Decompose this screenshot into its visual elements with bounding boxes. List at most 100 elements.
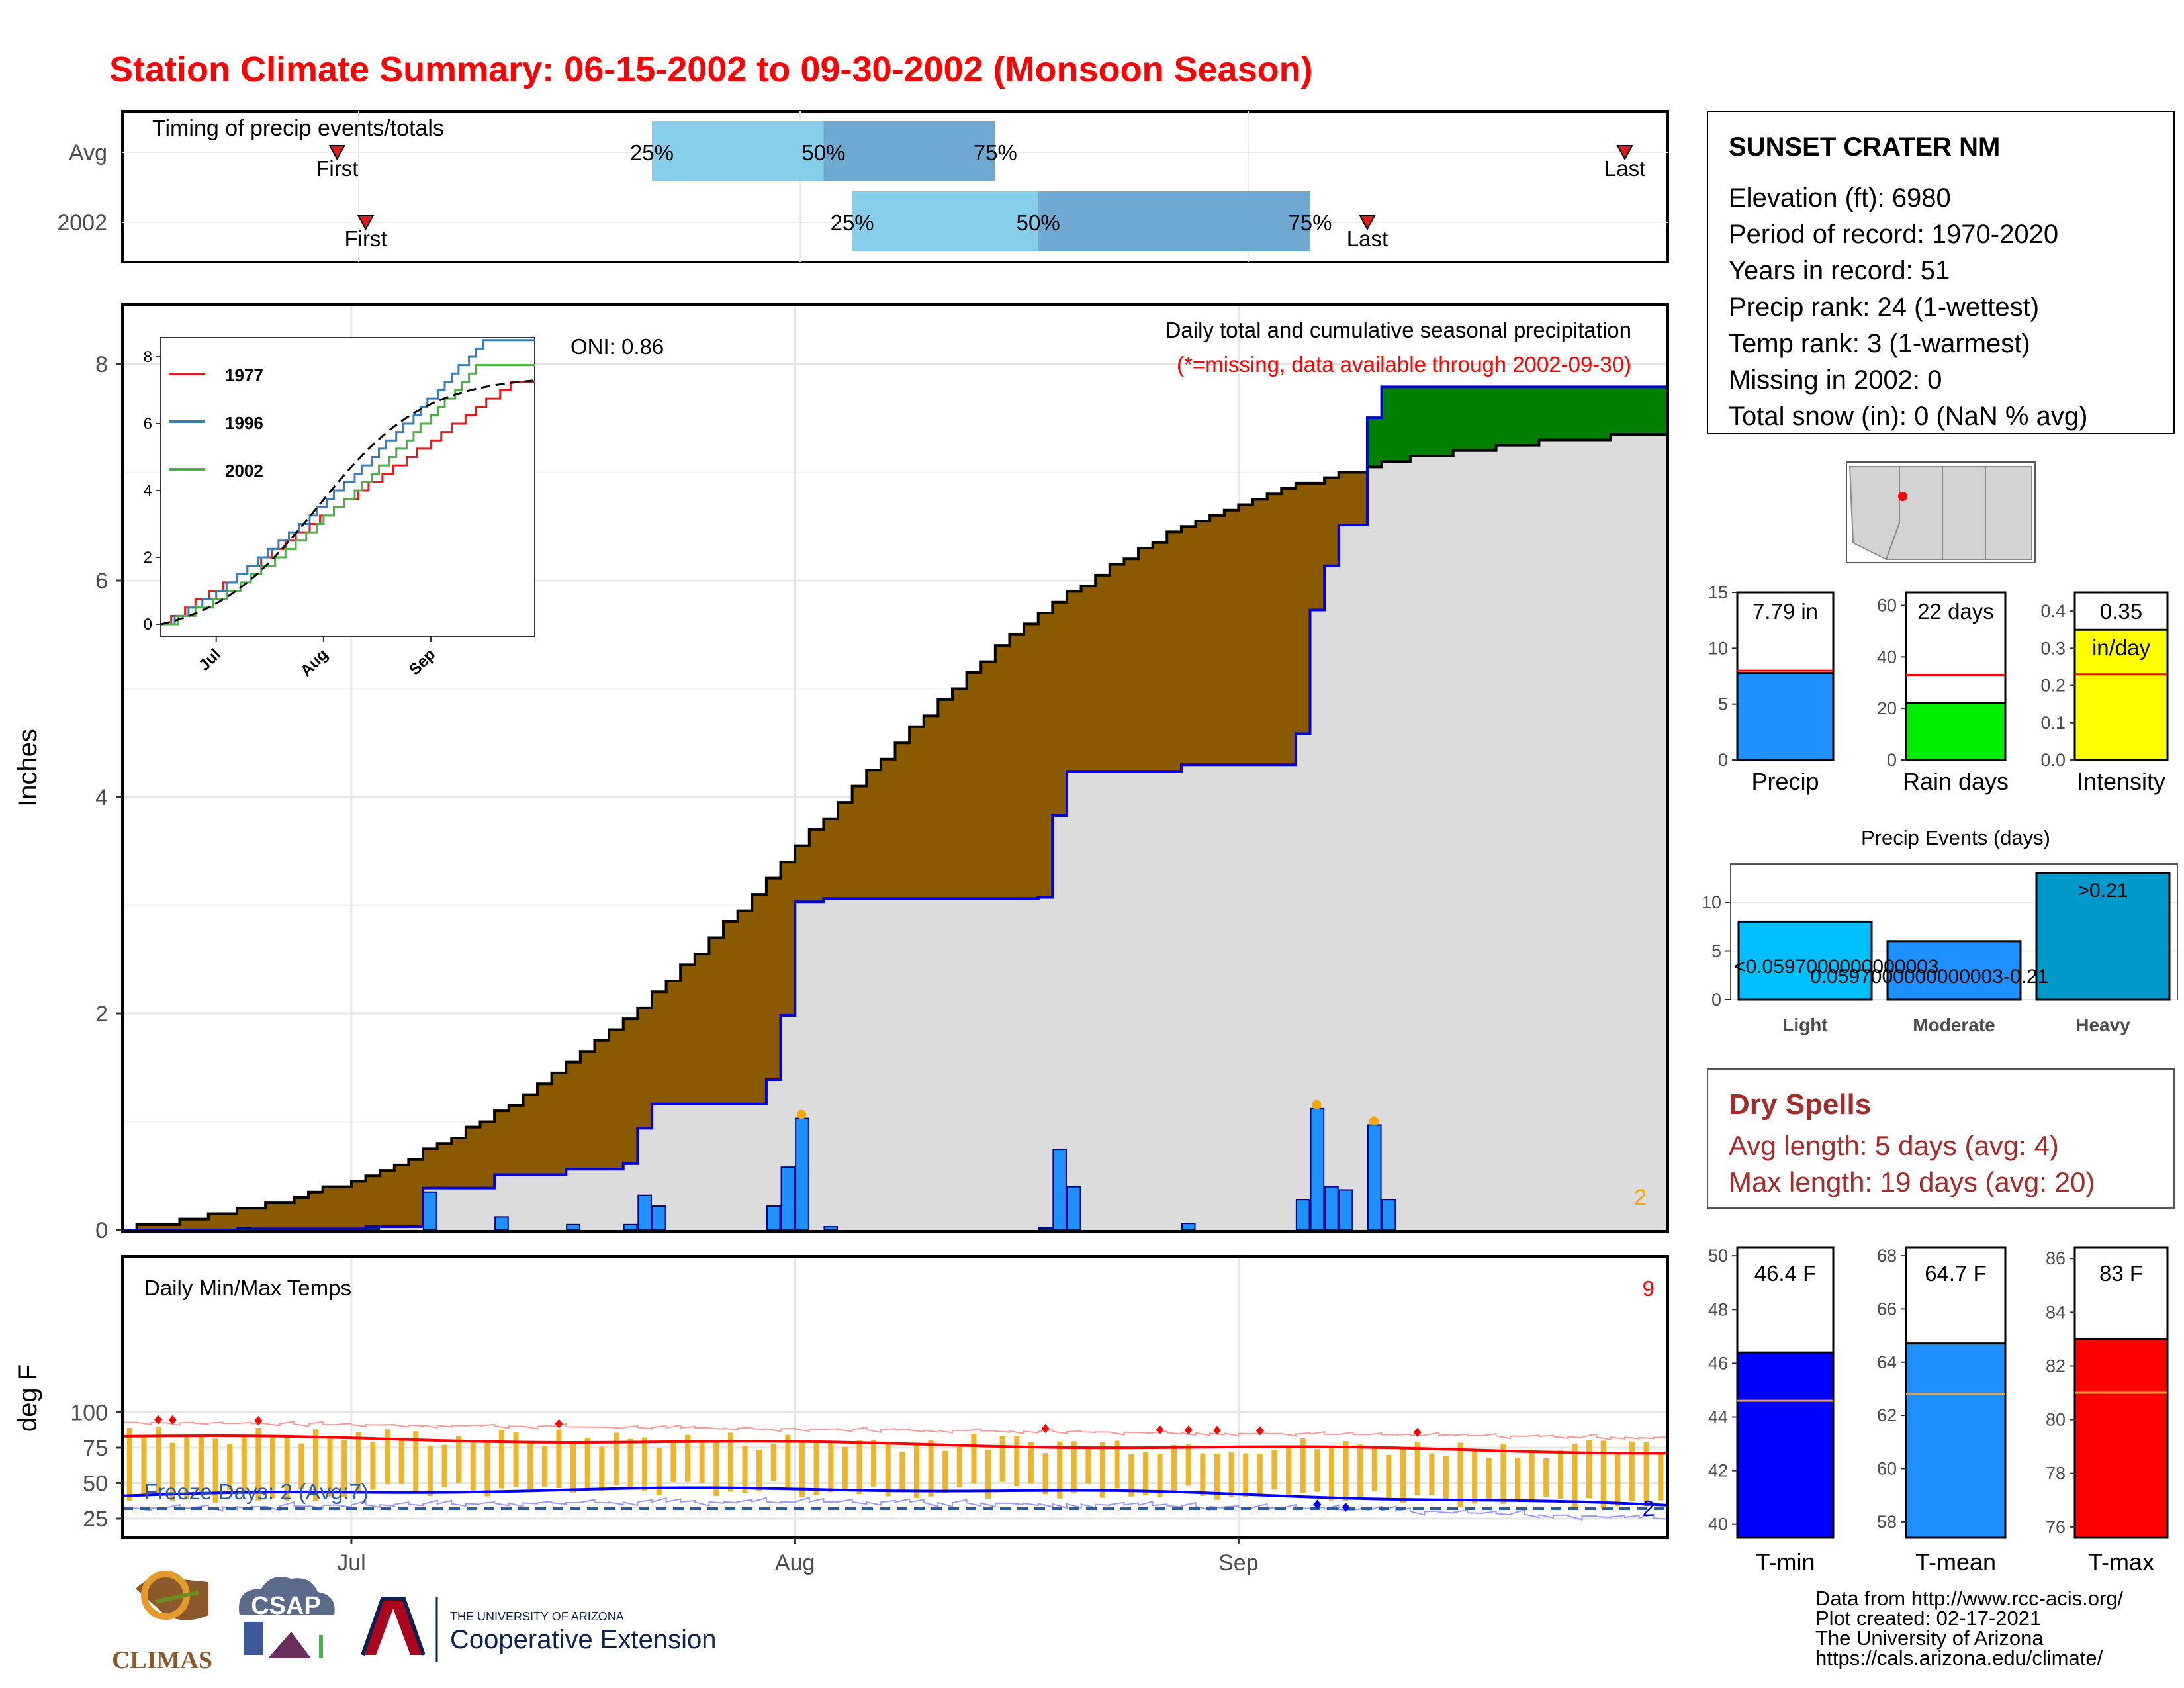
last-event-marker-label: Last xyxy=(1604,156,1645,181)
station-location-marker xyxy=(1898,492,1907,501)
inset-ytick-label: 8 xyxy=(144,348,152,366)
summary-bar-name: Intensity xyxy=(2077,768,2165,795)
departure-fill xyxy=(737,910,752,1104)
departure-fill xyxy=(1610,387,1625,435)
summary-ytick-label: 0 xyxy=(1887,750,1897,770)
temp-bar-ytick-label: 82 xyxy=(2046,1356,2066,1376)
events-bar-light xyxy=(1737,920,1873,1001)
departure-fill xyxy=(179,1219,195,1230)
daily-temp-bar xyxy=(141,1437,147,1497)
precip-corner-count: 2 xyxy=(1634,1185,1647,1210)
daily-temp-bar xyxy=(1085,1448,1091,1484)
daily-temp-bar xyxy=(1357,1444,1363,1499)
hot-day-marker xyxy=(168,1415,177,1425)
departure-fill xyxy=(1009,634,1024,899)
events-ytick-label: 5 xyxy=(1711,941,1721,961)
departure-fill xyxy=(895,743,910,899)
departure-fill xyxy=(1238,504,1253,765)
daily-temp-bar xyxy=(327,1435,333,1497)
departure-fill xyxy=(795,845,810,902)
departure-fill xyxy=(394,1164,410,1227)
quartile-label: 50% xyxy=(801,140,845,165)
timing-box-lower xyxy=(852,191,1038,251)
temp-bar-ytick-label: 66 xyxy=(1877,1299,1897,1319)
departure-fill xyxy=(880,759,896,899)
precip-ytick-label: 8 xyxy=(95,352,108,377)
events-heavy-label: >0.21 xyxy=(2078,880,2128,902)
temp-bar-value-label: 46.4 F xyxy=(1754,1261,1817,1286)
ua-big-text: Cooperative Extension xyxy=(450,1625,716,1654)
departure-fill xyxy=(852,786,867,899)
daily-temp-bar xyxy=(498,1429,504,1489)
heavy-day-marker xyxy=(797,1109,807,1119)
departure-fill xyxy=(1338,472,1353,525)
daily-temp-bar xyxy=(770,1444,776,1481)
departure-fill xyxy=(1195,521,1210,765)
daily-temp-bar xyxy=(1243,1453,1249,1497)
departure-fill xyxy=(1224,510,1239,765)
daily-temp-bar xyxy=(198,1436,204,1495)
temp-bar-ytick-label: 50 xyxy=(1708,1246,1728,1266)
summary-ytick-label: 40 xyxy=(1877,647,1897,667)
daily-temp-bar xyxy=(885,1442,891,1497)
summary-unit-label: in/day xyxy=(2092,635,2151,660)
daily-precip-bar xyxy=(651,1205,666,1231)
summary-ytick-label: 0.0 xyxy=(2040,750,2066,770)
daily-temp-bar xyxy=(1042,1453,1048,1495)
daily-precip-bar xyxy=(566,1223,580,1231)
daily-temp-bar xyxy=(871,1440,877,1487)
daily-temp-bar xyxy=(1500,1444,1506,1504)
date-xtick-label: Aug xyxy=(775,1550,815,1575)
date-xtick-label: Jul xyxy=(337,1550,365,1575)
daily-precip-bar xyxy=(1038,1227,1053,1231)
station-name: SUNSET CRATER NM xyxy=(1729,132,2000,162)
footer-credits: Data from http://www.rcc-acis.org/ Plot … xyxy=(1815,1587,2124,1669)
temp-bar-ytick-label: 76 xyxy=(2046,1517,2066,1537)
departure-fill xyxy=(1625,387,1640,435)
departure-fill xyxy=(809,829,824,902)
daily-temp-bar xyxy=(913,1443,919,1499)
departure-fill xyxy=(351,1181,367,1229)
daily-temp-bar xyxy=(227,1444,233,1491)
temp-bar-ytick-label: 80 xyxy=(2046,1410,2066,1430)
daily-temp-bar xyxy=(156,1427,161,1495)
avg-cumulative-line xyxy=(122,433,1668,1231)
temp-bar-ytick-label: 40 xyxy=(1708,1515,1728,1534)
departure-fill xyxy=(1467,387,1482,451)
daily-temp-bar xyxy=(756,1449,762,1492)
daily-temp-bar xyxy=(169,1442,175,1501)
daily-temp-bar xyxy=(899,1452,905,1490)
station-info-box: SUNSET CRATER NM Elevation (ft): 6980 Pe… xyxy=(1707,111,2175,434)
events-category-label: Moderate xyxy=(1913,1015,1995,1035)
summary-bar-charts: 0 5 10 15 7.79 in Precip 0 20 40 60 22 days Rain da… xyxy=(1708,583,2169,795)
daily-temp-bar xyxy=(799,1440,805,1497)
events-light-label: <0.0597000000000003 xyxy=(1734,956,1939,978)
daily-temp-bar xyxy=(513,1432,519,1487)
timing-label: Timing of precip events/totals xyxy=(152,116,444,141)
daily-temp-bar xyxy=(1429,1453,1435,1495)
temp-ytick-label: 75 xyxy=(83,1436,108,1461)
hot-day-marker xyxy=(1041,1424,1050,1434)
daily-temp-bar xyxy=(999,1436,1005,1482)
daily-temp-bar xyxy=(928,1440,934,1497)
departure-fill xyxy=(694,954,710,1104)
daily-temp-bar xyxy=(1572,1443,1578,1510)
station-line: Total snow (in): 0 (NaN % avg) xyxy=(1729,402,2087,431)
footer-line: https://cals.arizona.edu/climate/ xyxy=(1815,1646,2103,1669)
daily-temp-bar xyxy=(1142,1452,1148,1496)
daily-precip-bar xyxy=(1295,1199,1310,1231)
temp-bar-value-label: 64.7 F xyxy=(1925,1261,1987,1286)
daily-temp-bar xyxy=(1099,1442,1105,1498)
summary-ytick-label: 0.2 xyxy=(2040,676,2066,696)
daily-temp-bar xyxy=(527,1442,533,1489)
departure-fill xyxy=(1453,387,1468,451)
hot-day-marker xyxy=(1212,1425,1221,1435)
daily-temp-bar xyxy=(1557,1450,1563,1499)
temp-summary-bars: 40 42 44 46 48 50 46.4 F T-min 58 60 62 64 66 68 64.7 … xyxy=(1708,1246,2169,1575)
events-title: Precip Events (days) xyxy=(1861,826,2050,849)
temp-bar-ytick-label: 60 xyxy=(1877,1459,1897,1479)
departure-fill xyxy=(279,1203,295,1229)
summary-ytick-label: 60 xyxy=(1877,595,1897,615)
departure-fill xyxy=(1539,387,1554,440)
climas-logo: CLIMAS xyxy=(112,1571,212,1674)
